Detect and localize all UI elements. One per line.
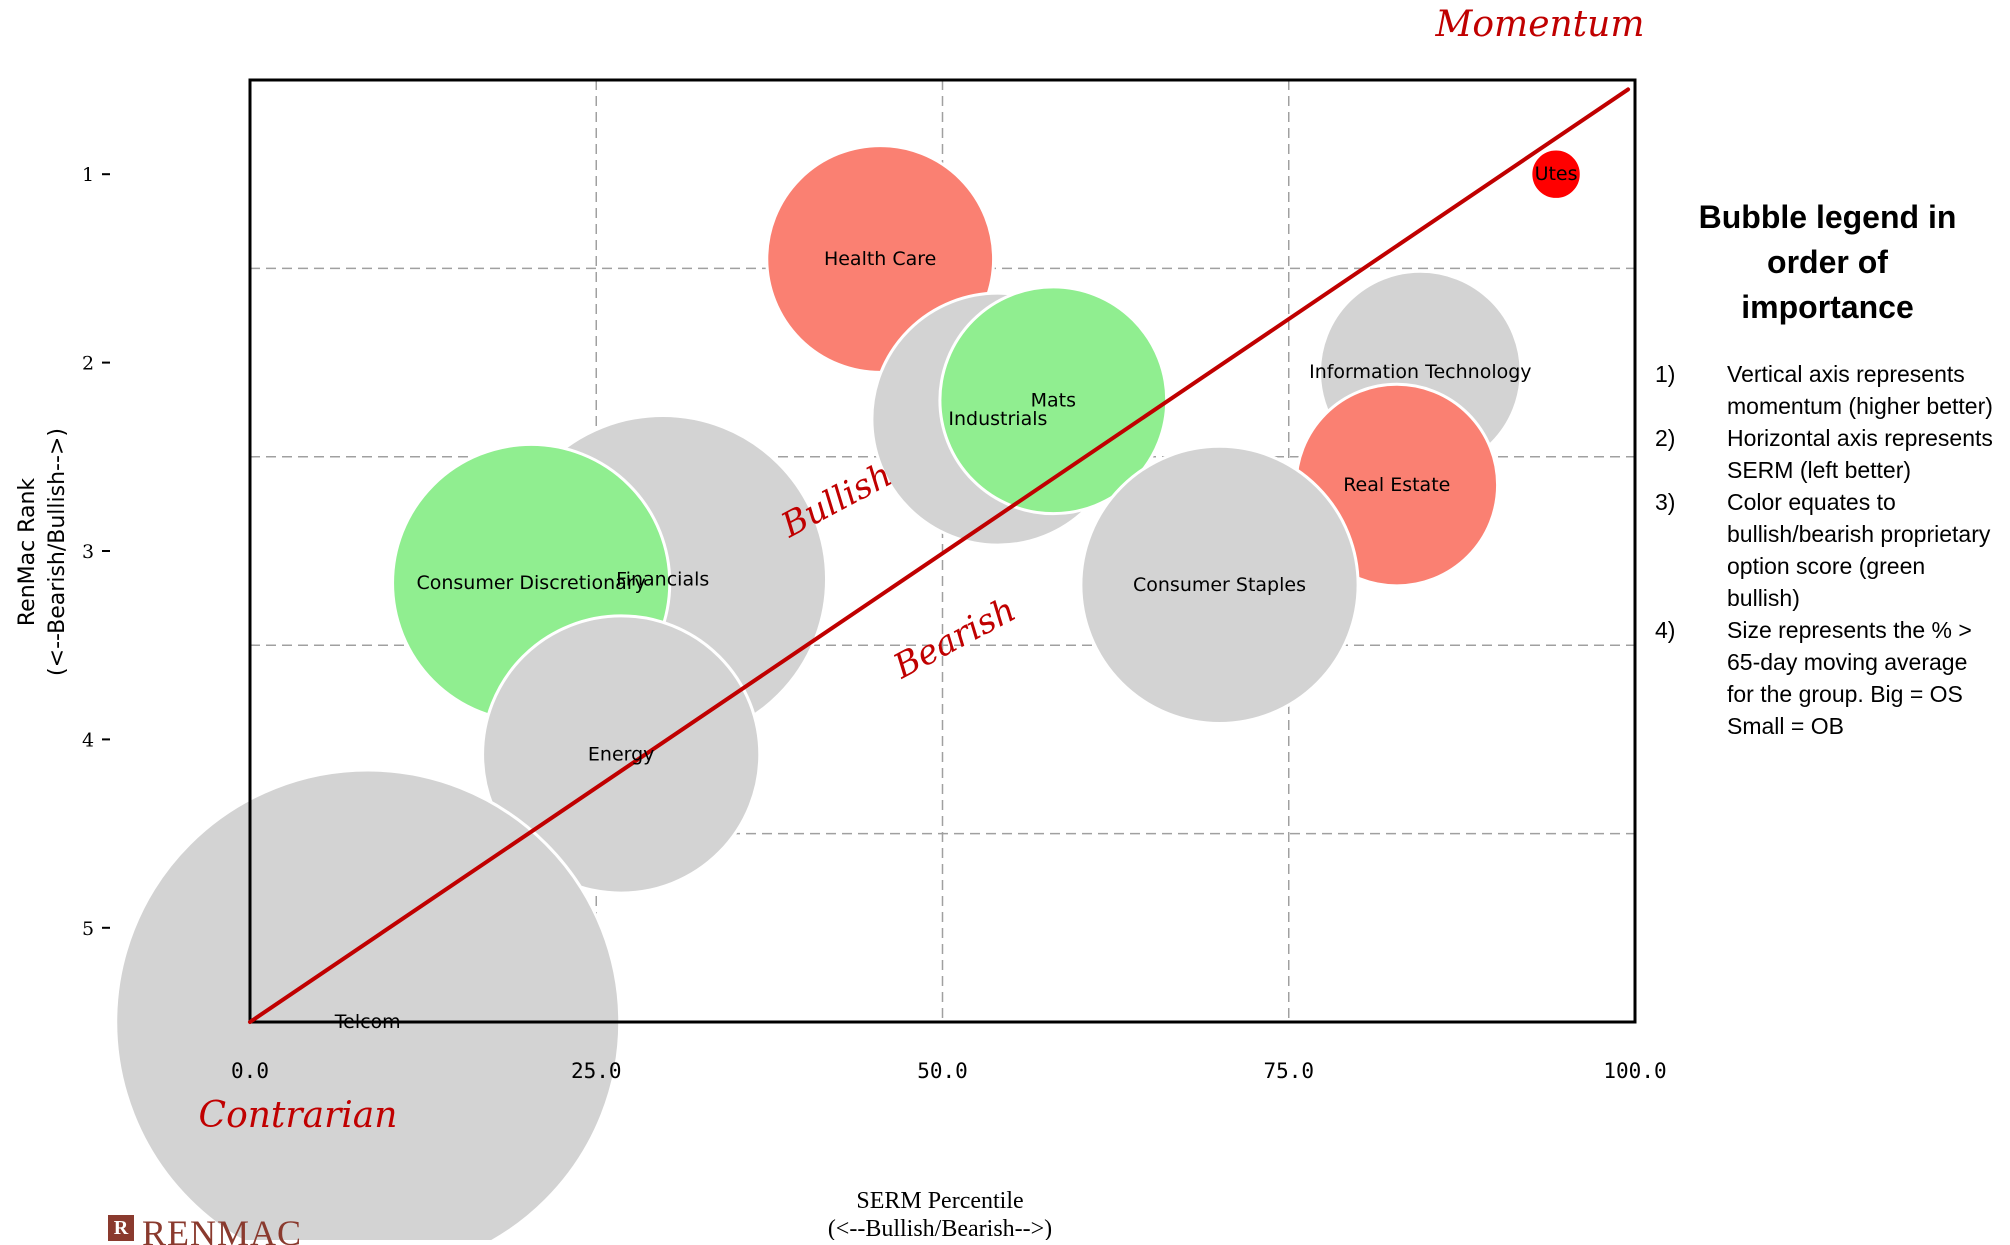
x-axis-sublabel: (<--Bullish/Bearish-->)	[828, 1216, 1052, 1240]
bubble-legend-panel: Bubble legend in order of importance 1) …	[1655, 195, 2000, 742]
annotation-momentum: Momentum	[1435, 4, 1645, 45]
bubble-utes	[1529, 147, 1583, 201]
x-tick-label: 100.0	[1603, 1059, 1666, 1083]
bubble-label-consumer-discretionary: Consumer Discretionary	[416, 572, 645, 594]
y-axis-label: RenMac Rank	[15, 478, 40, 627]
legend-list: 1) Vertical axis represents momentum (hi…	[1655, 358, 2000, 742]
bubble-label-utes: Utes	[1535, 163, 1578, 185]
bubble-energy	[481, 614, 762, 895]
legend-item: 2) Horizontal axis represents SERM (left…	[1655, 422, 2000, 486]
legend-title-line: importance	[1741, 289, 1914, 325]
axis-ticks: 0.0 25.0 50.0 75.0 100.0 1 2 3 4 5	[82, 164, 1667, 1083]
y-axis-sublabel: (<--Bearish/Bullish-->)	[45, 428, 70, 676]
legend-item-text: Color equates to bullish/bearish proprie…	[1727, 489, 1991, 611]
legend-item-number: 1)	[1655, 361, 1676, 387]
legend-title-line: Bubble legend in	[1698, 199, 1957, 235]
legend-title-line: order of	[1767, 244, 1888, 280]
annotation-contrarian: Contrarian	[199, 1095, 398, 1136]
plot-frame	[248, 78, 1637, 1024]
bubble-label-consumer-staples: Consumer Staples	[1133, 574, 1306, 596]
x-tick-label: 0.0	[231, 1059, 269, 1083]
brand-name: RENMAC	[142, 1215, 303, 1245]
bubble-telcom	[114, 768, 622, 1240]
annotation-bullish: Bullish	[774, 455, 899, 547]
bubble-label-information-technology: Information Technology	[1309, 361, 1531, 383]
bubble-label-financials: Financials	[616, 568, 709, 590]
trend-line	[248, 87, 1631, 1024]
legend-item-number: 4)	[1655, 617, 1676, 643]
y-tick-label: 4	[82, 729, 94, 751]
bubble-label-health-care: Health Care	[824, 248, 936, 270]
x-axis-label: SERM Percentile	[856, 1188, 1023, 1214]
legend-title: Bubble legend in order of importance	[1655, 195, 2000, 330]
y-tick-label: 5	[82, 918, 94, 940]
y-tick-label: 3	[82, 541, 94, 563]
brand-logo: R RENMAC	[108, 1215, 302, 1245]
bubble-label-energy: Energy	[588, 743, 655, 765]
legend-item-text: Vertical axis represents momentum (highe…	[1727, 361, 1993, 419]
brand-mark-icon: R	[108, 1215, 134, 1241]
legend-item-number: 2)	[1655, 425, 1676, 451]
bubbles	[114, 144, 1583, 1240]
bubble-label-real-estate: Real Estate	[1343, 474, 1450, 496]
legend-item-text: Horizontal axis represents SERM (left be…	[1727, 425, 1993, 483]
legend-item: 3) Color equates to bullish/bearish prop…	[1655, 486, 2000, 614]
x-tick-label: 25.0	[571, 1059, 622, 1083]
legend-item: 4) Size represents the % > 65-day moving…	[1655, 614, 2000, 742]
annotation-bearish: Bearish	[886, 590, 1022, 688]
legend-item: 1) Vertical axis represents momentum (hi…	[1655, 358, 2000, 422]
bubble-label-mats: Mats	[1031, 389, 1076, 411]
y-tick-label: 2	[82, 353, 94, 375]
bubble-label-telcom: Telcom	[334, 1011, 401, 1033]
y-tick-label: 1	[82, 164, 94, 186]
x-tick-label: 50.0	[917, 1059, 968, 1083]
bubble-label-industrials: Industrials	[948, 408, 1047, 430]
legend-item-number: 3)	[1655, 489, 1676, 515]
x-tick-label: 75.0	[1263, 1059, 1314, 1083]
legend-item-text: Size represents the % > 65-day moving av…	[1727, 617, 1972, 739]
bubble-consumer-staples	[1079, 444, 1360, 726]
